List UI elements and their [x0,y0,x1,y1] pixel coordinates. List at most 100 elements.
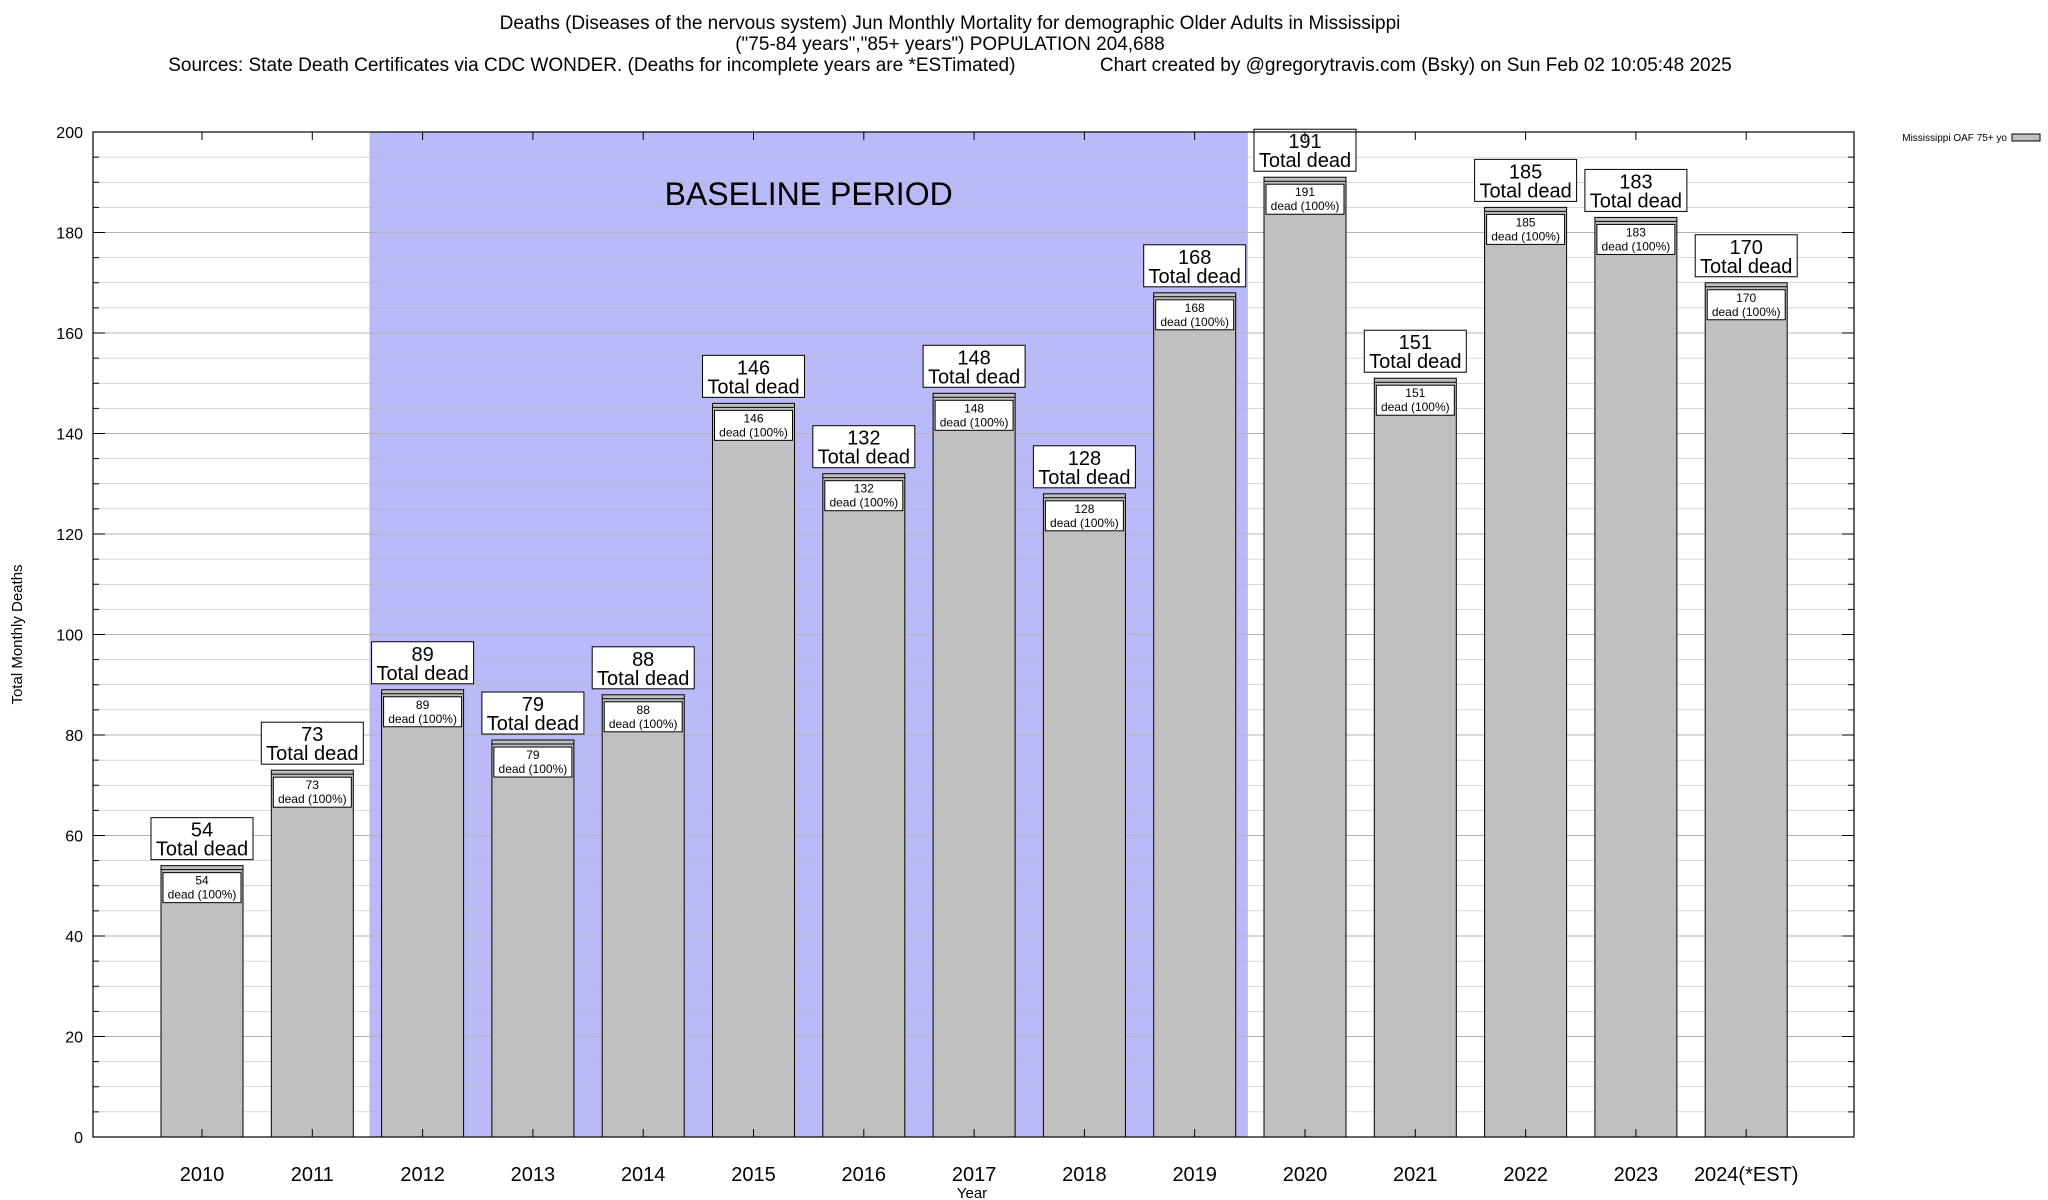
x-tick-label: 2015 [731,1164,776,1186]
bar [712,402,795,1138]
plot-frame [92,131,1855,1138]
total-dead-label: Total dead [1479,180,1571,202]
inner-dead-label: dead (100%) [940,415,1009,429]
inner-label-box [1044,500,1124,532]
total-dead-label: Total dead [1259,150,1351,172]
inner-label-box [824,480,904,512]
inner-value-label: 170 [1736,291,1756,305]
inner-dead-label: dead (100%) [278,792,347,806]
total-label-box [702,354,805,398]
bar [822,473,906,1138]
total-label-box [260,721,364,765]
inner-value-label: 128 [1074,502,1094,516]
total-dead-label: Total dead [928,366,1020,388]
bar [601,694,685,1138]
inner-value-label: 146 [743,411,763,425]
y-tick-label: 80 [65,728,83,745]
bar [932,392,1016,1138]
y-tick-label: 140 [56,427,83,444]
total-label-box [1474,158,1578,202]
total-dead-label: Total dead [266,743,358,765]
x-tick-label: 2017 [952,1164,997,1186]
credit-text: Chart created by @gregorytravis.com (Bsk… [1099,55,1732,76]
total-value-label: 168 [1178,247,1211,269]
total-label-box [1694,234,1798,278]
bar [1594,216,1678,1138]
y-tick-label: 160 [56,326,83,343]
x-tick-label: 2022 [1503,1164,1548,1186]
bar [381,689,465,1138]
inner-value-label: 191 [1295,185,1315,199]
y-tick-label: 200 [56,125,83,142]
inner-label-box [1486,213,1566,245]
total-label-box [150,817,254,861]
y-tick-label: 180 [56,226,83,243]
x-tick-label: 2012 [400,1164,445,1186]
x-tick-label: 2021 [1393,1164,1438,1186]
total-value-label: 73 [301,724,323,746]
bar [1153,292,1237,1138]
legend-label: Mississippi OAF 75+ yo [1902,133,2007,144]
total-dead-label: Total dead [818,447,910,469]
inner-value-label: 168 [1185,301,1205,315]
inner-label-box [1596,223,1676,255]
inner-dead-label: dead (100%) [1381,400,1450,414]
inner-label-box [493,746,573,778]
inner-dead-label: dead (100%) [719,425,788,439]
x-tick-label: 2020 [1283,1164,1328,1186]
x-tick-label: 2018 [1062,1164,1107,1186]
total-label-box [591,646,695,690]
total-dead-label: Total dead [156,839,248,861]
inner-label-box [162,872,242,904]
total-dead-label: Total dead [597,668,689,690]
x-tick-label: 2011 [291,1164,334,1186]
inner-dead-label: dead (100%) [499,762,568,776]
x-tick-label: 2014 [621,1164,666,1186]
y-axis-label: Total Monthly Deaths [9,564,26,704]
total-value-label: 146 [737,357,770,379]
inner-dead-label: dead (100%) [1050,516,1119,530]
total-value-label: 132 [847,428,880,450]
inner-value-label: 54 [195,874,209,888]
x-tick-label: 2024(*EST) [1694,1164,1799,1186]
total-value-label: 148 [957,347,990,369]
total-dead-label: Total dead [1700,256,1792,278]
inner-value-label: 183 [1626,225,1646,239]
total-value-label: 89 [411,644,433,666]
x-tick-label: 2016 [842,1164,887,1186]
y-tick-label: 100 [56,628,83,645]
sources-text: Sources: State Death Certificates via CD… [168,55,1016,76]
inner-label-box [714,409,793,441]
inner-value-label: 73 [306,778,320,792]
total-value-label: 151 [1399,332,1432,354]
total-dead-label: Total dead [376,663,468,685]
inner-label-box [1155,299,1235,331]
inner-dead-label: dead (100%) [1160,315,1229,329]
total-value-label: 54 [191,820,213,842]
x-tick-label: 2010 [180,1164,225,1186]
inner-dead-label: dead (100%) [1602,239,1671,253]
inner-dead-label: dead (100%) [1271,199,1340,213]
inner-value-label: 79 [526,748,540,762]
inner-dead-label: dead (100%) [829,496,898,510]
inner-label-box [603,701,683,733]
inner-value-label: 132 [854,482,874,496]
inner-value-label: 89 [416,698,430,712]
x-axis-label: Year [957,1185,987,1200]
bar [160,865,244,1138]
baseline-period-label: BASELINE PERIOD [665,176,953,212]
bar [1042,493,1126,1138]
inner-dead-label: dead (100%) [168,888,237,902]
total-label-box [922,344,1026,388]
x-tick-label: 2019 [1172,1164,1217,1186]
total-label-box [812,425,916,469]
total-dead-label: Total dead [1149,266,1241,288]
inner-value-label: 88 [637,703,651,717]
x-tick-label: 2023 [1614,1164,1659,1186]
y-tick-label: 0 [74,1130,83,1147]
y-tick-label: 20 [65,1030,83,1047]
y-tick-label: 40 [65,929,83,946]
total-value-label: 185 [1509,161,1542,183]
inner-dead-label: dead (100%) [1712,305,1781,319]
